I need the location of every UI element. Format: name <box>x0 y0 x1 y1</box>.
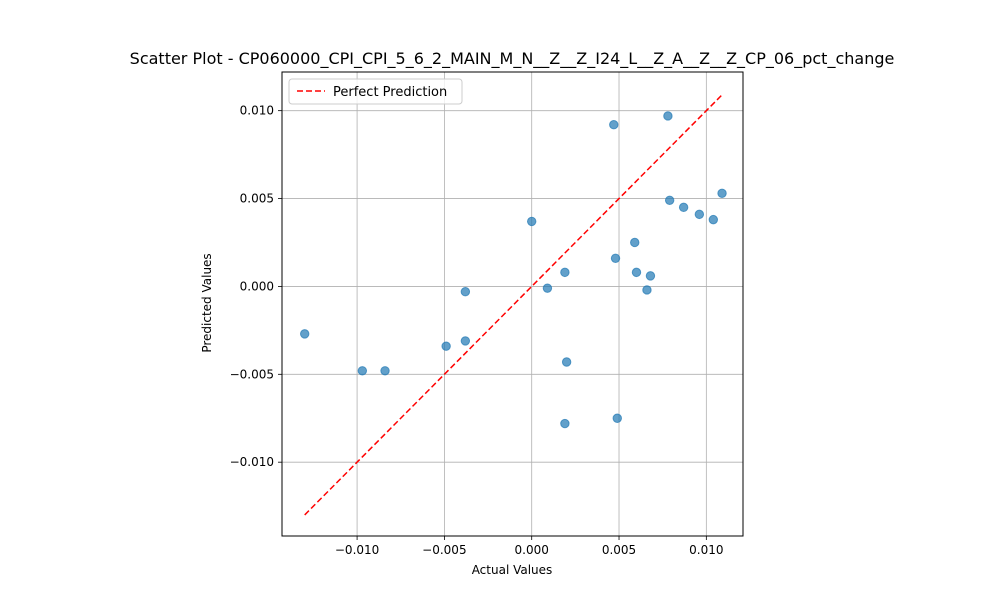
x-tick-label: 0.000 <box>515 543 549 557</box>
axis-ticks: −0.010 −0.005 0.000 0.005 0.010 −0.010 −0.005 0… <box>230 104 724 557</box>
x-tick-label: −0.010 <box>335 543 379 557</box>
legend: Perfect Prediction <box>288 78 463 105</box>
data-point <box>631 267 642 278</box>
data-point <box>441 341 451 351</box>
legend-label: Perfect Prediction <box>333 85 447 100</box>
x-tick-label: −0.005 <box>422 543 466 557</box>
x-axis-label: Actual Values <box>472 563 553 577</box>
y-tick-label: 0.005 <box>240 192 274 206</box>
data-point <box>610 253 621 264</box>
data-point <box>645 271 656 281</box>
y-tick-label: 0.000 <box>240 279 274 293</box>
data-point <box>630 237 640 248</box>
data-point <box>300 329 310 339</box>
data-point <box>357 366 368 376</box>
data-point <box>560 418 570 429</box>
data-point <box>460 336 471 346</box>
data-point <box>460 286 471 297</box>
x-tick-label: 0.005 <box>602 543 636 557</box>
data-point <box>664 195 675 206</box>
data-point <box>642 285 652 295</box>
y-tick-label: −0.010 <box>230 455 274 469</box>
data-point <box>560 267 570 278</box>
y-axis-label: Predicted Values <box>200 253 214 352</box>
data-point <box>678 202 689 213</box>
data-point <box>561 357 572 367</box>
y-tick-label: −0.005 <box>230 367 274 381</box>
y-tick-label: 0.010 <box>240 104 274 118</box>
data-point <box>663 111 673 121</box>
data-point <box>542 283 553 293</box>
x-tick-label: 0.010 <box>689 543 723 557</box>
data-point <box>708 214 719 225</box>
data-point <box>717 188 727 198</box>
data-point <box>612 413 622 423</box>
legend-box <box>288 78 463 105</box>
plot-marks <box>300 94 727 516</box>
data-point <box>527 216 537 227</box>
grid <box>282 72 743 536</box>
chart-title: Scatter Plot - CP060000_CPI_CPI_5_6_2_MA… <box>130 49 895 69</box>
plot-frame <box>281 71 744 537</box>
data-point <box>694 209 705 220</box>
data-point <box>609 120 619 130</box>
data-point <box>380 366 390 376</box>
